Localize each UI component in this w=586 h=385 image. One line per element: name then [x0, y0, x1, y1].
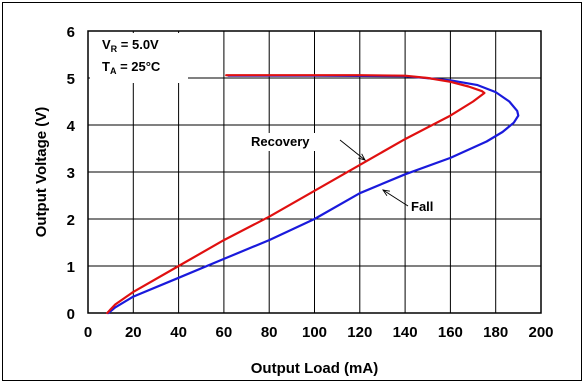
annotation-background — [408, 198, 442, 216]
y-tick-label: 5 — [67, 71, 75, 88]
y-tick-label: 1 — [67, 259, 75, 276]
grid — [87, 30, 542, 314]
x-axis-label: Output Load (mA) — [251, 360, 378, 377]
annotation-arrowhead — [382, 189, 390, 197]
y-tick-label: 4 — [67, 118, 76, 135]
x-tick-label: 120 — [347, 324, 372, 341]
condition-label: VR = 5.0V — [102, 37, 159, 54]
x-tick-label: 180 — [483, 324, 508, 341]
conditions-box: VR = 5.0V TA = 25°C — [90, 33, 188, 83]
annotation-leader — [382, 189, 409, 207]
annotation-recovery: Recovery — [251, 134, 310, 149]
y-tick-label: 3 — [67, 165, 75, 182]
x-tick-label: 0 — [84, 324, 92, 341]
x-tick-label: 140 — [393, 324, 418, 341]
series-line-recovery — [106, 74, 486, 315]
x-tick-label: 20 — [125, 324, 142, 341]
y-tick-label: 2 — [67, 212, 75, 229]
y-axis-label: Output Voltage (V) — [33, 107, 50, 238]
y-tick-labels: 0 1 2 3 4 5 6 — [67, 24, 76, 323]
conditions-background — [90, 33, 188, 83]
annotation-fall: Fall — [411, 199, 433, 214]
y-tick-label: 6 — [67, 24, 75, 41]
x-tick-label: 160 — [438, 324, 463, 341]
y-tick-label: 0 — [67, 306, 75, 323]
x-tick-labels: 0 20 40 60 80 100 120 140 160 180 200 — [84, 324, 554, 341]
series-line-fall — [107, 74, 520, 315]
condition-label: TA = 25°C — [102, 59, 161, 76]
series-group — [106, 74, 520, 315]
x-tick-label: 100 — [302, 324, 327, 341]
annotation-arrowhead — [358, 153, 366, 161]
x-tick-label: 80 — [261, 324, 278, 341]
x-tick-label: 40 — [170, 324, 187, 341]
annotations: Recovery Fall — [248, 133, 442, 216]
annotation-leader — [339, 139, 366, 161]
x-tick-label: 60 — [216, 324, 233, 341]
annotation-background — [248, 133, 324, 151]
x-tick-label: 200 — [528, 324, 553, 341]
